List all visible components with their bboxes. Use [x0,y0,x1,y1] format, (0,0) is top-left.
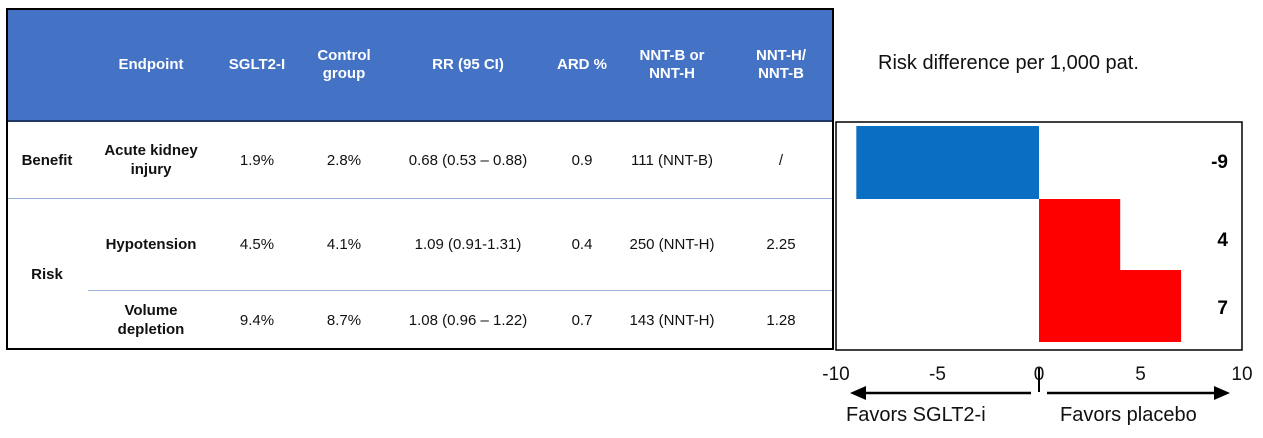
x-tick-label: -5 [929,364,946,385]
risk-difference-chart: -947-10-50510 [822,121,1253,400]
endpoint-cell: Volume depletion [117,302,185,338]
row-divider [6,198,832,199]
ratio-cell: 2.25 [766,235,796,253]
endpoint-table: Endpoint SGLT2-I Control group RR (95 CI… [6,8,834,350]
ard-cell: 0.4 [571,235,593,253]
ard-cell: 0.7 [571,311,593,329]
row-divider [88,290,832,291]
endpoint-cell: Acute kidney injury [104,142,198,178]
header-ard: ARD % [556,56,607,73]
control-cell: 4.1% [326,235,362,253]
x-tick-label: -10 [822,364,849,385]
favors-sglt2i-label: Favors SGLT2-i [846,404,986,426]
control-cell: 2.8% [326,151,362,169]
control-cell: 8.7% [326,311,362,329]
rr-cell: 0.68 (0.53 – 0.88) [408,151,528,169]
nnt-cell: 111 (NNT-B) [631,151,713,169]
x-tick-label: 5 [1135,364,1146,385]
value-label-3: 7 [1217,298,1228,319]
left-arrow-head [850,386,866,400]
group-label-benefit: Benefit [21,151,73,169]
header-rr: RR (95 CI) [432,56,504,73]
ratio-cell: / [778,151,784,169]
rr-cell: 1.08 (0.96 – 1.22) [408,311,528,329]
header-endpoint: Endpoint [118,56,184,73]
ratio-cell: 1.28 [766,311,796,329]
bar-1 [856,126,1039,199]
header-nnt: NNT-B or NNT-H [639,47,705,82]
nnt-cell: 250 (NNT-H) [629,235,715,253]
header-ratio: NNT-H/ NNT-B [756,47,806,82]
sglt2i-cell: 1.9% [239,151,275,169]
value-label-2: 4 [1217,230,1228,251]
bar-2 [1039,199,1121,270]
header-control-group: Control group [317,47,371,82]
right-arrow-head [1214,386,1230,400]
sglt2i-cell: 4.5% [239,235,275,253]
header-sglt2i: SGLT2-I [228,56,286,73]
group-label-risk: Risk [31,265,63,283]
rr-cell: 1.09 (0.91-1.31) [414,235,522,253]
value-label-1: -9 [1211,152,1228,173]
nnt-cell: 143 (NNT-H) [629,311,715,329]
bar-3 [1039,270,1182,342]
endpoint-cell: Hypotension [105,235,197,253]
x-tick-label: 10 [1231,364,1252,385]
favors-placebo-label: Favors placebo [1060,404,1197,426]
sglt2i-cell: 9.4% [239,311,275,329]
chart-title: Risk difference per 1,000 pat. [878,52,1139,74]
ard-cell: 0.9 [571,151,593,169]
plot-frame [835,121,1243,351]
